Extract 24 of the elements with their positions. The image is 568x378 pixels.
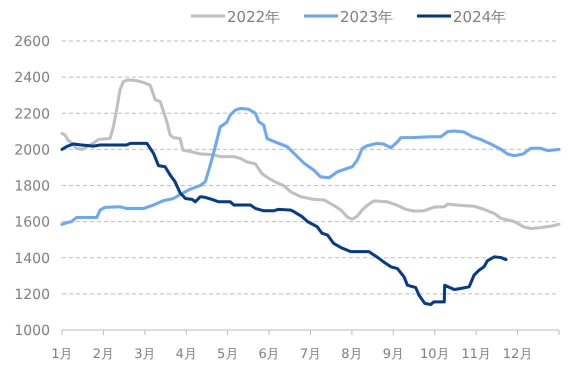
y-tick-label: 1200 [14, 286, 50, 303]
y-tick-label: 2000 [14, 142, 50, 158]
legend-label: 2023年 [340, 8, 394, 26]
x-tick-label: 1月 [51, 347, 73, 362]
x-tick-label: 6月 [258, 347, 280, 362]
x-tick-label: 7月 [300, 347, 322, 362]
legend-label: 2024年 [453, 8, 506, 26]
x-tick-label: 8月 [341, 347, 363, 362]
legend-label: 2022年 [227, 8, 280, 26]
x-tick-label: 4月 [176, 347, 197, 362]
x-tick-label: 11月 [461, 347, 491, 362]
x-tick-label: 9月 [382, 347, 404, 362]
y-tick-label: 2400 [14, 70, 50, 86]
x-tick-label: 3月 [134, 347, 156, 362]
x-tick-label: 2月 [92, 347, 114, 362]
y-tick-label: 2600 [14, 34, 50, 50]
y-tick-label: 1000 [14, 323, 50, 339]
y-tick-label: 1600 [14, 214, 50, 231]
y-tick-label: 2200 [14, 106, 50, 122]
x-tick-label: 10月 [420, 347, 450, 362]
y-tick-label: 1400 [14, 250, 50, 267]
x-tick-label: 12月 [502, 347, 532, 362]
x-tick-label: 5月 [217, 347, 238, 362]
y-tick-label: 1800 [14, 178, 50, 194]
